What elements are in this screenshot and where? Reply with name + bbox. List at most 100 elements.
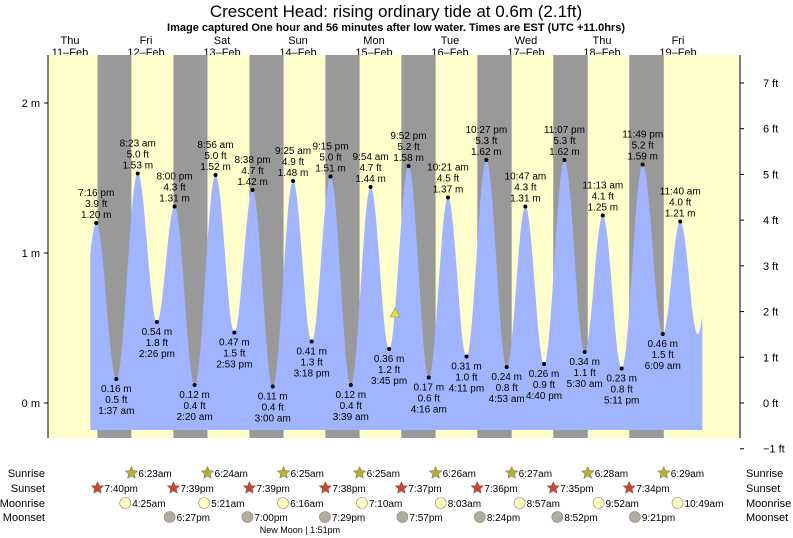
high-tide-feet: 4.9 ft — [282, 157, 304, 168]
high-tide-feet: 4.5 ft — [437, 174, 459, 185]
high-tide-feet: 5.3 ft — [553, 136, 575, 147]
high-tide-time: 10:27 pm — [465, 125, 507, 136]
chart-subtitle: Image captured One hour and 56 minutes a… — [167, 22, 625, 34]
day-header-dow: Thu — [593, 35, 612, 47]
high-tide-meters: 1.48 m — [278, 168, 309, 179]
low-tide-meters: 0.16 m — [101, 384, 132, 395]
low-tide-time: 3:45 pm — [371, 376, 407, 387]
moonset-moon-icon — [396, 511, 409, 523]
low-tide-feet: 0.6 ft — [418, 394, 440, 405]
tide-point — [640, 162, 645, 167]
sunrise-star-icon — [200, 465, 215, 479]
left-tick-label: 2 m — [22, 98, 40, 110]
sunrise-time: 6:25am — [367, 469, 400, 480]
high-tide-meters: 1.37 m — [433, 185, 464, 196]
high-tide-time: 11:13 am — [582, 181, 623, 192]
sunset-time: 7:37pm — [408, 484, 441, 495]
high-tide-feet: 4.3 ft — [163, 183, 185, 194]
low-tide-time: 3:18 pm — [294, 369, 330, 380]
high-tide-meters: 1.58 m — [393, 153, 424, 164]
moonrise-moon-icon — [198, 497, 210, 509]
sunrise-star-icon — [580, 465, 595, 479]
tide-point — [562, 158, 567, 162]
high-tide-meters: 1.59 m — [627, 152, 658, 163]
high-tide-feet: 5.0 ft — [319, 153, 341, 164]
right-tick-label: 2 ft — [763, 307, 778, 319]
sunrise-star-icon — [352, 465, 367, 479]
low-tide-time: 6:09 am — [645, 361, 681, 372]
tide-area — [90, 160, 703, 430]
tide-point — [154, 320, 159, 324]
high-tide-time: 11:40 am — [660, 187, 701, 198]
low-tide-meters: 0.34 m — [569, 357, 600, 368]
high-tide-time: 9:25 am — [275, 146, 311, 157]
tide-point — [464, 354, 469, 359]
moonrise-moon-icon — [356, 497, 368, 509]
low-tide-feet: 0.4 ft — [262, 403, 284, 414]
low-tide-meters: 0.41 m — [296, 347, 327, 358]
sunset-star-icon — [318, 480, 333, 494]
low-tide-meters: 0.12 m — [336, 390, 367, 401]
sunset-star-icon — [90, 480, 105, 494]
moonset-time: 8:24pm — [487, 513, 520, 524]
day-header-dow: Sun — [288, 35, 308, 47]
tide-point — [582, 350, 587, 354]
high-tide-feet: 5.3 ft — [475, 136, 497, 147]
tide-point — [600, 213, 605, 218]
moonrise-moon-icon — [277, 497, 289, 509]
tide-point — [368, 185, 373, 189]
low-tide-meters: 0.23 m — [606, 374, 637, 385]
high-tide-feet: 3.9 ft — [85, 199, 107, 210]
sunset-star-icon — [242, 480, 257, 494]
high-tide-time: 9:15 pm — [312, 142, 348, 153]
sunset-time: 7:38pm — [332, 484, 365, 495]
moonrise-time: 9:52am — [606, 499, 639, 510]
chart-title: Crescent Head: rising ordinary tide at 0… — [210, 2, 582, 21]
moonset-time: 7:29pm — [332, 513, 365, 524]
sunset-row-label: Sunset — [11, 483, 45, 495]
right-tick-label: 5 ft — [763, 169, 778, 181]
high-tide-time: 8:56 am — [197, 140, 233, 151]
moonset-time: 6:27pm — [177, 513, 210, 524]
tide-point — [270, 384, 275, 389]
tide-point — [328, 174, 333, 179]
day-header-dow: Wed — [515, 35, 537, 47]
right-tick-label: 6 ft — [763, 124, 778, 136]
right-tick-label: 4 ft — [763, 215, 778, 227]
tide-point — [291, 179, 296, 183]
tide-point — [250, 188, 255, 192]
sunset-star-icon — [166, 480, 181, 494]
day-header-dow: Mon — [363, 35, 384, 47]
sunrise-time: 6:27am — [519, 469, 552, 480]
right-tick-label: 3 ft — [763, 261, 778, 273]
tide-point — [504, 365, 509, 369]
tide-point — [678, 219, 683, 224]
moonset-row-label-right: Moonset — [746, 512, 788, 524]
tide-point — [523, 204, 528, 209]
sunrise-star-icon — [428, 465, 443, 479]
tide-point — [135, 171, 140, 176]
sunset-time: 7:40pm — [104, 484, 137, 495]
low-tide-feet: 1.1 ft — [574, 368, 596, 379]
tide-point — [387, 347, 392, 351]
right-tick-label: 1 ft — [763, 352, 778, 364]
moonrise-time: 8:03am — [448, 499, 481, 510]
moonrise-time: 4:25am — [132, 499, 165, 510]
moonrise-time: 5:21am — [211, 499, 244, 510]
high-tide-meters: 1.62 m — [471, 147, 502, 158]
tide-point — [406, 164, 411, 168]
low-tide-feet: 0.9 ft — [533, 380, 555, 391]
right-tick-label: 7 ft — [763, 78, 778, 90]
moonset-time: 9:21pm — [642, 513, 675, 524]
day-header-dow: Thu — [61, 35, 80, 47]
low-tide-meters: 0.11 m — [258, 392, 288, 403]
right-tick-label: −1 ft — [763, 444, 785, 456]
high-tide-time: 11:49 pm — [622, 130, 663, 141]
high-tide-meters: 1.44 m — [355, 174, 386, 185]
high-tide-time: 7:16 pm — [78, 188, 114, 199]
low-tide-feet: 1.0 ft — [455, 373, 477, 384]
day-header-dow: Fri — [140, 35, 153, 47]
sunrise-time: 6:23am — [138, 469, 171, 480]
sunset-star-icon — [470, 480, 485, 494]
